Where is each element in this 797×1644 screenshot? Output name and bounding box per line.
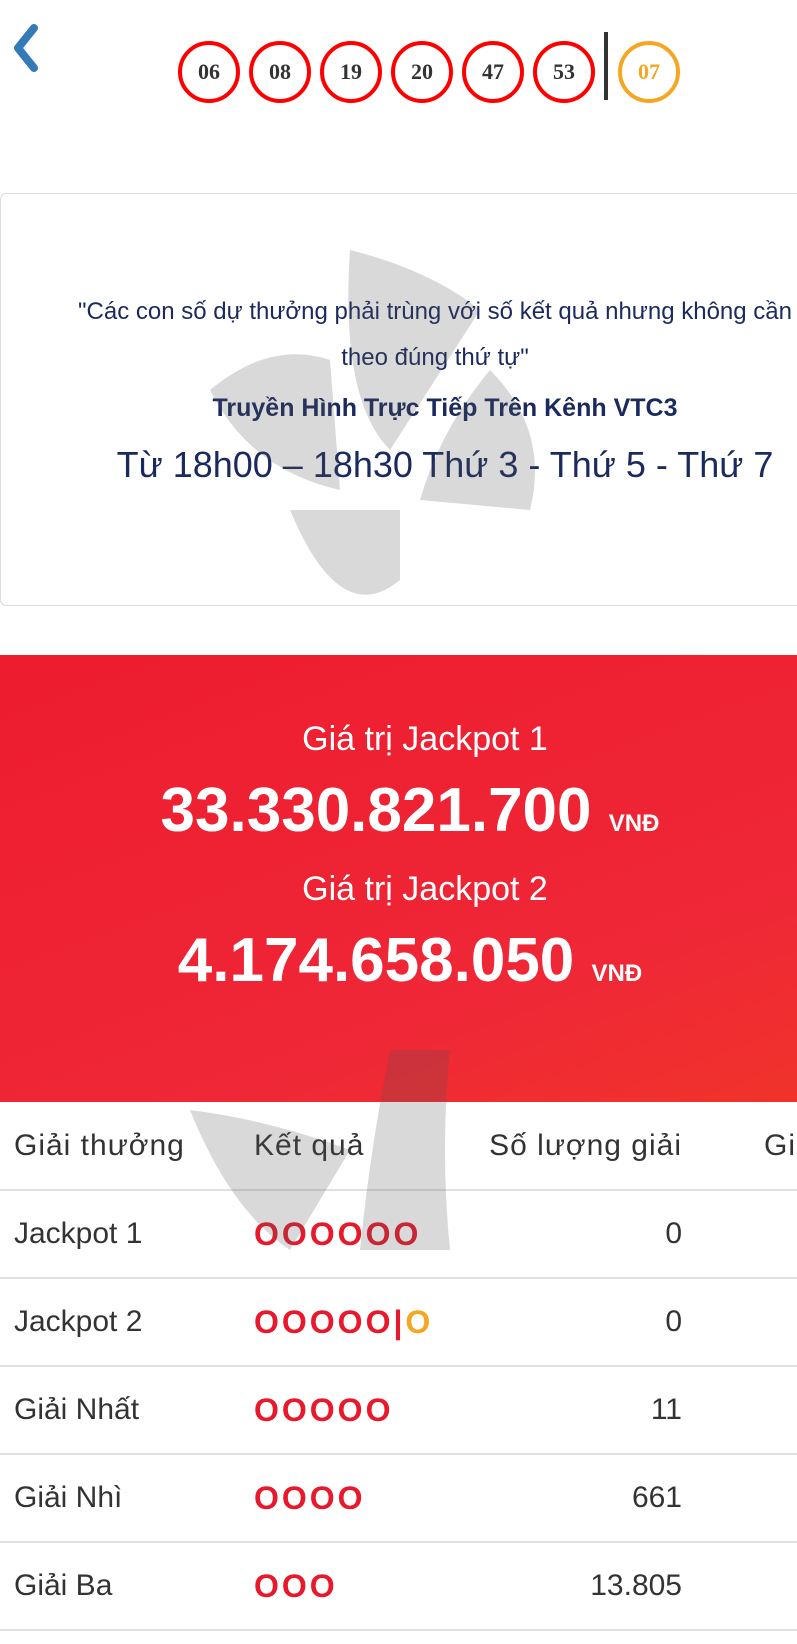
bonus-pattern: O [405, 1303, 434, 1340]
table-row: Giải Nhì OOOO 661 [0, 1453, 797, 1542]
jackpot1-label: Giá trị Jackpot 1 [302, 720, 548, 758]
prize-count: 0 [470, 1189, 750, 1278]
number-ball: 06 [178, 41, 240, 103]
prize-count: 11 [470, 1365, 750, 1454]
prize-name: Giải Nhất [0, 1365, 240, 1454]
number-ball: 53 [533, 41, 595, 103]
schedule-text: Từ 18h00 – 18h30 Thứ 3 - Thứ 5 - Thứ 7 [116, 444, 774, 485]
result-pattern: OOOOOO [240, 1189, 470, 1278]
prize-count: 0 [470, 1277, 750, 1366]
rule-text: "Các con số dự thưởng phải trùng với số … [78, 298, 792, 371]
chevron-left-icon[interactable] [10, 22, 40, 72]
jackpot2-label: Giá trị Jackpot 2 [302, 870, 548, 908]
currency: VNĐ [591, 960, 643, 987]
header-count: Số lượng giải [489, 1128, 682, 1162]
table-header: Giải thưởng Kết quả Số lượng giải Gi [0, 1102, 797, 1190]
header-result: Kết quả [254, 1128, 365, 1162]
prize-table: Giải thưởng Kết quả Số lượng giải Gi Jac… [0, 1102, 797, 1631]
prize-count: 13.805 [470, 1541, 750, 1630]
result-pattern: OOOOO|O [240, 1277, 470, 1366]
number-ball: 19 [320, 41, 382, 103]
prize-name: Giải Ba [0, 1541, 240, 1630]
prize-count: 661 [470, 1453, 750, 1542]
header-value: Gi [764, 1128, 796, 1162]
currency: VNĐ [608, 810, 660, 837]
jackpot2-value: 4.174.658.050 VNĐ [177, 926, 643, 995]
jackpot-panel: Giá trị Jackpot 1 33.330.821.700 VNĐ Giá… [0, 655, 797, 1102]
separator [604, 32, 608, 100]
result-pattern: OOOO [240, 1453, 470, 1542]
number-ball: 08 [249, 41, 311, 103]
table-row: Giải Nhất OOOOO 11 [0, 1365, 797, 1454]
number-ball: 47 [462, 41, 524, 103]
bonus-ball: 07 [618, 41, 680, 103]
header-prize: Giải thưởng [14, 1128, 185, 1162]
jackpot1-value: 33.330.821.700 VNĐ [160, 776, 660, 845]
result-pattern: OOO [240, 1541, 470, 1630]
table-row: Jackpot 1 OOOOOO 0 [0, 1189, 797, 1278]
prize-name: Jackpot 1 [0, 1189, 240, 1278]
winning-numbers: 06 08 19 20 47 53 07 [178, 32, 689, 106]
broadcast-text: Truyền Hình Trực Tiếp Trên Kênh VTC3 [212, 394, 678, 422]
prize-name: Jackpot 2 [0, 1277, 240, 1366]
prize-name: Giải Nhì [0, 1453, 240, 1542]
number-ball: 20 [391, 41, 453, 103]
result-pattern: OOOOO [240, 1365, 470, 1454]
table-row: Giải Ba OOO 13.805 [0, 1541, 797, 1630]
table-row: Jackpot 2 OOOOO|O 0 [0, 1277, 797, 1366]
info-card: "Các con số dự thưởng phải trùng với số … [0, 193, 797, 606]
